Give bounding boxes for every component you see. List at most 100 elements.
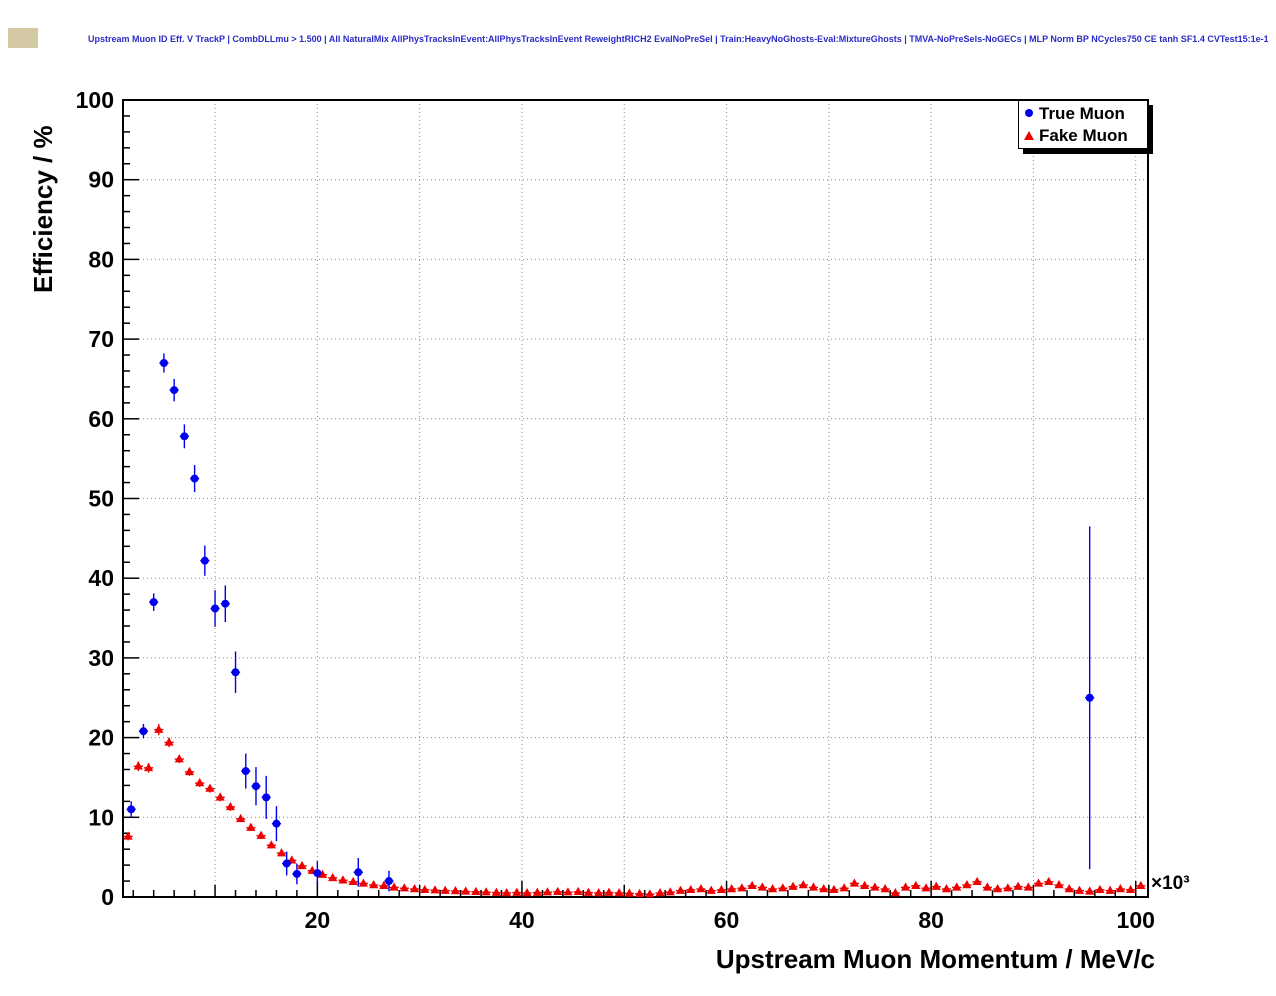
data-point-triangle: [338, 875, 348, 884]
x-tick-label: 40: [509, 907, 535, 933]
data-point-circle: [170, 386, 179, 395]
data-point-triangle: [154, 724, 164, 733]
data-point-triangle: [880, 884, 890, 893]
data-point-circle: [1085, 693, 1094, 702]
data-point-triangle: [532, 887, 542, 896]
data-point-triangle: [737, 883, 747, 892]
data-point-circle: [180, 432, 189, 441]
data-point-triangle: [399, 883, 409, 892]
data-point-triangle: [143, 762, 154, 772]
data-point-triangle: [788, 881, 798, 890]
fake-muon-marker-cell: [1019, 131, 1039, 141]
data-point-triangle: [624, 888, 634, 897]
y-tick-label: 0: [101, 884, 114, 910]
data-point-triangle: [256, 830, 266, 839]
data-point-triangle: [195, 778, 205, 787]
x-tick-label: 60: [714, 907, 740, 933]
data-point-triangle: [420, 884, 430, 894]
data-point-triangle: [461, 886, 471, 895]
data-point-triangle: [665, 887, 675, 896]
data-point-triangle: [1095, 884, 1105, 894]
data-point-triangle: [808, 882, 819, 891]
data-point-triangle: [900, 882, 911, 891]
data-point-circle: [241, 767, 250, 776]
x-tick-label: 80: [918, 907, 944, 933]
y-tick-label: 40: [88, 565, 114, 591]
data-point-circle: [272, 819, 281, 828]
data-point-triangle: [583, 887, 594, 896]
data-point-triangle: [860, 880, 870, 890]
data-point-triangle: [1033, 878, 1044, 887]
data-point-triangle: [246, 822, 256, 831]
data-point-triangle: [993, 884, 1003, 893]
data-point-triangle: [1105, 885, 1115, 894]
data-point-triangle: [389, 882, 399, 891]
data-point-circle: [282, 859, 291, 868]
data-point-triangle: [358, 878, 368, 887]
data-point-triangle: [409, 884, 420, 893]
data-point-triangle: [553, 886, 563, 896]
tick-labels: 0 10 20 30 40 50 60 70 80 90 100 20 40 60 80 100: [76, 87, 1155, 933]
canvas-corner-box: [8, 28, 38, 48]
data-point-triangle: [542, 887, 553, 896]
data-point-triangle: [1064, 884, 1074, 893]
data-point-triangle: [890, 888, 900, 897]
data-point-triangle: [512, 887, 522, 896]
data-point-triangle: [276, 848, 287, 857]
data-point-circle: [149, 598, 158, 607]
data-point-triangle: [563, 887, 573, 896]
y-tick-label: 20: [88, 725, 114, 751]
data-point-triangle: [1126, 884, 1136, 894]
data-point-circle: [127, 805, 136, 814]
data-point-circle: [200, 556, 209, 565]
data-point-triangle: [839, 883, 849, 892]
plot-title: Upstream Muon ID Eff. V TrackP | CombDLL…: [88, 34, 1268, 44]
data-point-triangle: [675, 885, 686, 894]
data-point-circle: [354, 868, 363, 877]
x-tick-label: 20: [305, 907, 331, 933]
y-tick-label: 80: [88, 246, 114, 272]
data-point-circle: [190, 474, 199, 483]
data-point-triangle: [604, 887, 614, 896]
data-point-triangle: [1136, 880, 1146, 890]
data-point-triangle: [747, 880, 757, 890]
data-point-triangle: [328, 872, 338, 882]
data-point-triangle: [1013, 881, 1023, 890]
data-point-triangle: [481, 887, 491, 896]
legend: True Muon Fake Muon: [1018, 100, 1148, 149]
data-point-triangle: [133, 761, 143, 770]
data-point-triangle: [266, 840, 276, 849]
legend-label-true-muon: True Muon: [1039, 103, 1125, 123]
data-point-triangle: [379, 880, 389, 890]
series-true-muon: [126, 353, 1095, 892]
legend-label-fake-muon: Fake Muon: [1039, 126, 1128, 146]
data-point-triangle: [870, 882, 880, 891]
y-tick-label: 30: [88, 645, 114, 671]
data-point-triangle: [225, 801, 236, 811]
data-point-triangle: [450, 886, 461, 895]
data-point-triangle: [215, 792, 225, 801]
series-fake-muon: [123, 724, 1146, 898]
data-point-triangle: [941, 884, 952, 893]
data-point-triangle: [471, 886, 481, 896]
data-point-triangle: [819, 884, 829, 893]
data-point-circle: [139, 727, 148, 736]
data-point-triangle: [952, 882, 962, 891]
data-point-triangle: [184, 766, 195, 776]
data-point-triangle: [911, 880, 921, 890]
data-point-triangle: [440, 885, 450, 894]
data-point-triangle: [645, 889, 655, 898]
y-tick-label: 100: [76, 87, 114, 113]
data-point-circle: [211, 604, 220, 613]
data-point-triangle: [778, 883, 788, 892]
data-point-triangle: [614, 888, 624, 897]
y-tick-label: 10: [88, 804, 114, 830]
y-tick-label: 70: [88, 326, 114, 352]
fake-muon-triangle-icon: [1024, 131, 1034, 141]
data-point-triangle: [491, 887, 501, 896]
data-point-circle: [262, 793, 271, 802]
x-axis-multiplier: ×10³: [1151, 873, 1190, 894]
data-point-triangle: [962, 880, 972, 889]
